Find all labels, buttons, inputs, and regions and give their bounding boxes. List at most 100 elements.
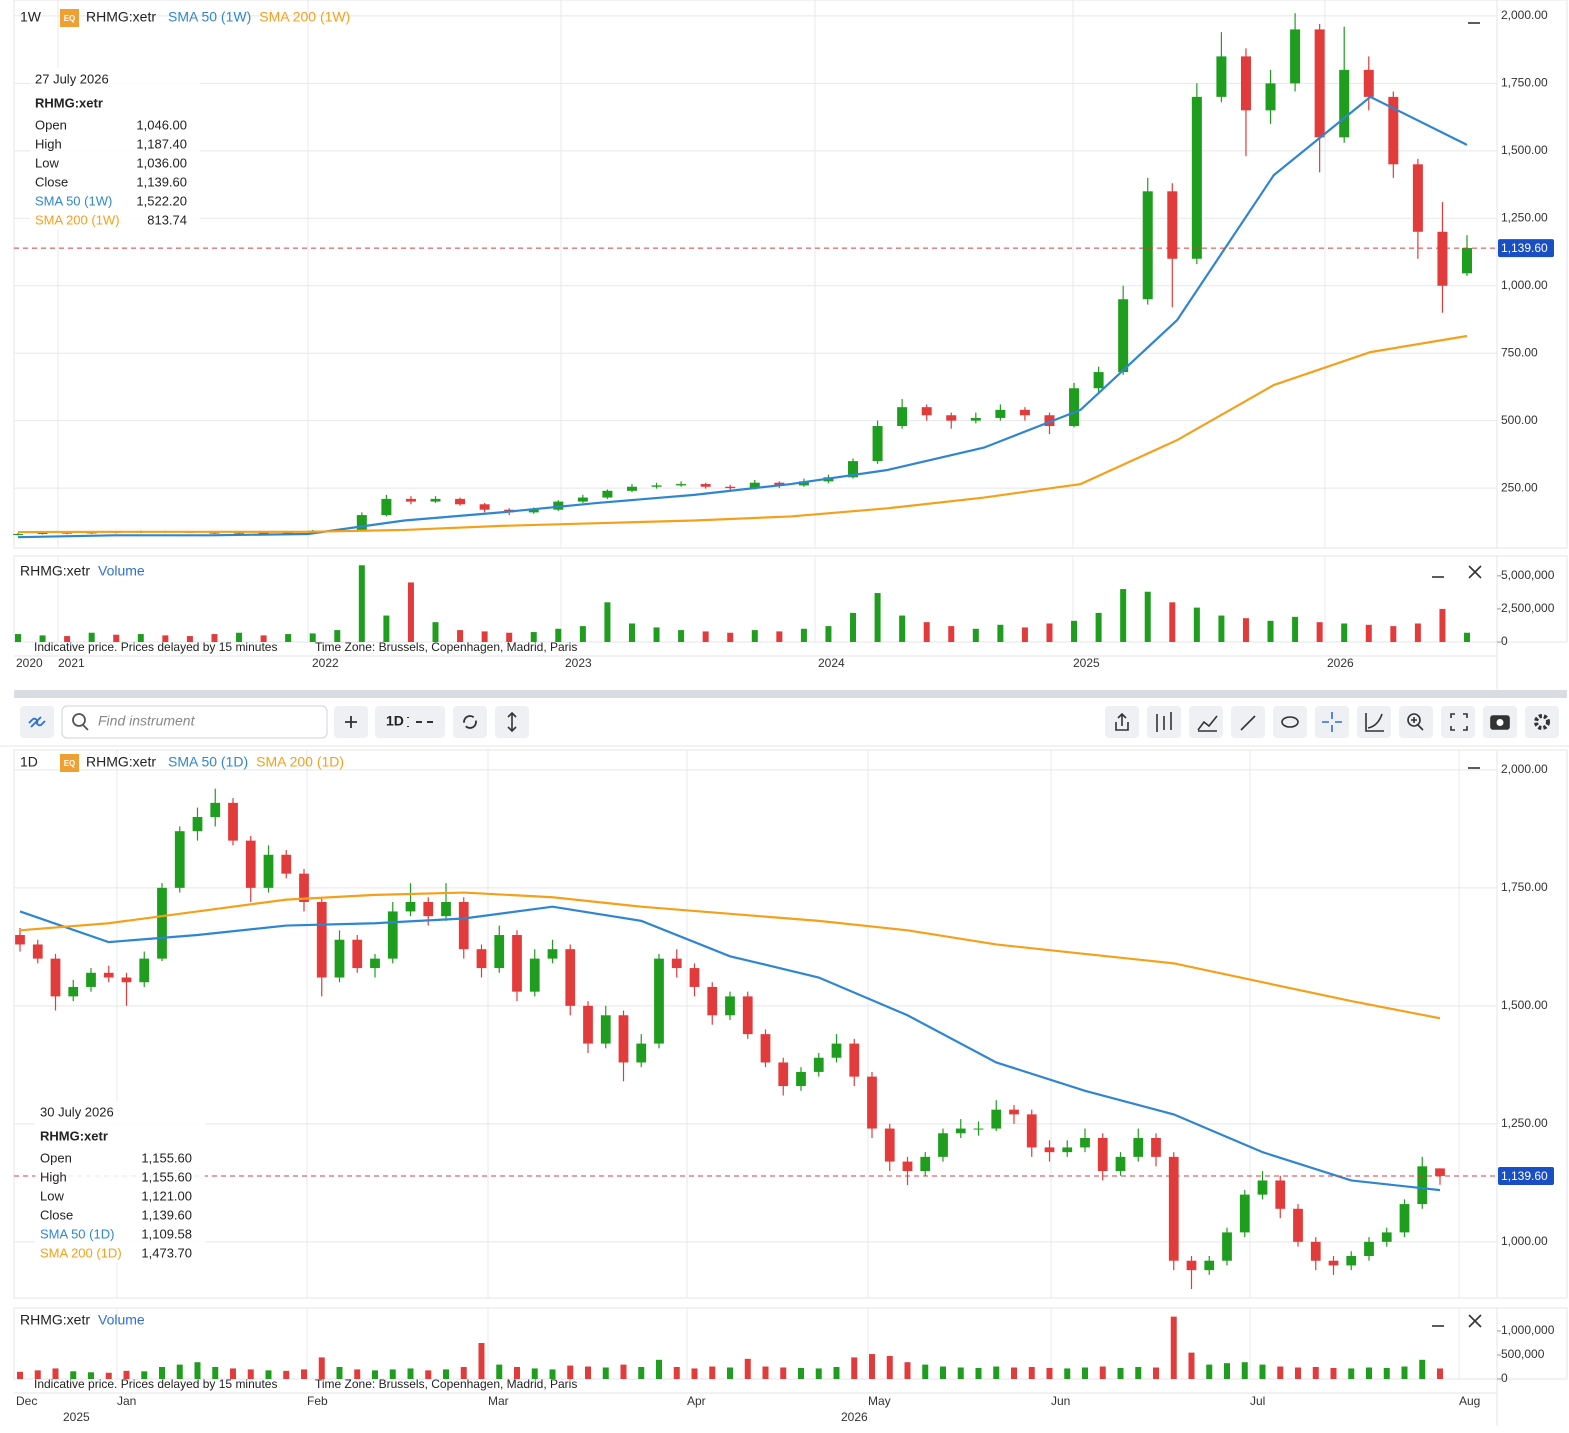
volume-bar <box>1292 616 1299 642</box>
volume-bar <box>1046 1367 1053 1379</box>
volume-bar <box>514 1367 520 1379</box>
candle-body <box>1412 164 1423 232</box>
volume-bar <box>64 636 71 642</box>
settings-button[interactable] <box>1525 706 1559 738</box>
volume-bar <box>1267 620 1274 642</box>
candle-body <box>430 498 441 502</box>
legend-box <box>30 68 200 230</box>
volume-bar <box>957 1367 964 1379</box>
volume-bar <box>236 632 243 642</box>
candle-body <box>1364 1241 1374 1256</box>
x-tick-label: 2025 <box>1073 656 1100 670</box>
candle-body <box>1363 69 1374 97</box>
candle-body <box>1388 96 1399 165</box>
volume-bar <box>137 634 144 642</box>
volume-bar <box>354 1369 361 1379</box>
candle-body <box>32 944 43 959</box>
candle-body <box>1062 1147 1073 1153</box>
legend-value: 1,109.58 <box>141 1226 192 1241</box>
volume-bar <box>212 1367 219 1379</box>
volume-bar <box>1414 623 1421 642</box>
legend-key: Close <box>40 1207 73 1222</box>
x-tick-label: 2023 <box>565 656 592 670</box>
view-button[interactable] <box>1273 706 1307 738</box>
right-tools <box>1105 706 1559 738</box>
volume-bar <box>113 634 120 642</box>
price-label-box <box>1498 239 1554 258</box>
pane-divider <box>14 690 1567 698</box>
candle-body <box>1293 1208 1303 1242</box>
volume-bar <box>993 1366 1000 1379</box>
refresh-icon <box>463 715 477 729</box>
legend-value: 1,522.20 <box>136 193 187 208</box>
volume-bar <box>1071 620 1078 642</box>
candle-body <box>920 1156 931 1172</box>
symbol-label: RHMG:xetr <box>20 1312 90 1328</box>
candle-body <box>796 1071 806 1087</box>
note: Time Zone: Brussels, Copenhagen, Madrid,… <box>315 640 577 654</box>
candle-body <box>1151 1137 1161 1157</box>
volume-bar <box>1316 622 1323 642</box>
candle-body <box>228 802 238 841</box>
crosshair-button[interactable] <box>1315 706 1349 738</box>
pane: 1,000.00 1,250.00 1,500.00 1,750.00 2,000.00… <box>13 749 1568 1299</box>
volume-bar <box>123 1370 130 1379</box>
volume-bar <box>530 632 537 642</box>
volume-bar <box>230 1368 236 1379</box>
scale-button[interactable] <box>1357 706 1391 738</box>
candle-body <box>103 972 114 978</box>
x-tick-label: Jun <box>1051 1394 1070 1408</box>
zoom-button[interactable] <box>1399 706 1433 738</box>
price-label: 1,139.60 <box>1501 1169 1548 1183</box>
indicator-label: Volume <box>98 563 145 579</box>
candle-body <box>494 935 505 969</box>
legend-date: 27 July 2026 <box>35 71 109 86</box>
volume-bar <box>678 630 685 642</box>
interval-button[interactable] <box>375 706 445 738</box>
legend-key: Close <box>35 174 68 189</box>
volume-bar <box>1193 607 1200 642</box>
volume-bar <box>1242 618 1249 642</box>
search-box[interactable] <box>61 705 328 739</box>
candle-body <box>1462 248 1472 274</box>
volume-bar <box>52 1368 59 1379</box>
indicators-button[interactable] <box>1189 706 1223 738</box>
candle-body <box>1222 1232 1232 1261</box>
candle-body <box>210 802 221 818</box>
candle-body <box>1239 1194 1250 1233</box>
candle-body <box>234 532 245 534</box>
candle-body <box>813 1057 824 1072</box>
volume-bar <box>638 1367 645 1379</box>
link-icon <box>28 716 46 728</box>
volume-bar <box>744 1358 751 1379</box>
symbol-label: RHMG:xetr <box>20 563 90 579</box>
volume-bar <box>318 1357 325 1379</box>
x-tick-label: Feb <box>307 1394 328 1408</box>
candle-body <box>1093 372 1104 389</box>
candle-body <box>1435 1168 1445 1176</box>
volume-bar <box>407 582 414 642</box>
volume-bar <box>88 632 95 642</box>
candle-body <box>381 498 392 516</box>
volume-bar <box>39 635 46 642</box>
sma-line <box>17 334 1468 534</box>
legend-date: 30 July 2026 <box>40 1104 114 1119</box>
y-tick-label: 1,750.00 <box>1501 76 1548 90</box>
volume-bar <box>176 1364 183 1379</box>
volume-bar <box>1117 1367 1124 1379</box>
close-icon <box>1468 565 1482 579</box>
volume-bar <box>285 634 292 642</box>
zoom-icon <box>1411 717 1424 731</box>
candle-body <box>356 515 367 530</box>
refresh-button[interactable] <box>453 706 487 738</box>
volume-bar <box>383 615 390 642</box>
volume-bar <box>800 628 807 642</box>
volume-bar <box>1218 615 1225 642</box>
legend-value: 1,046.00 <box>136 117 187 132</box>
volume-bar <box>1277 1366 1284 1379</box>
candle-body <box>1142 191 1153 300</box>
fullscreen-button[interactable] <box>1441 706 1475 738</box>
volume-bar <box>1390 626 1397 642</box>
plus-icon <box>345 716 357 728</box>
x-tick-label: Aug <box>1459 1394 1480 1408</box>
